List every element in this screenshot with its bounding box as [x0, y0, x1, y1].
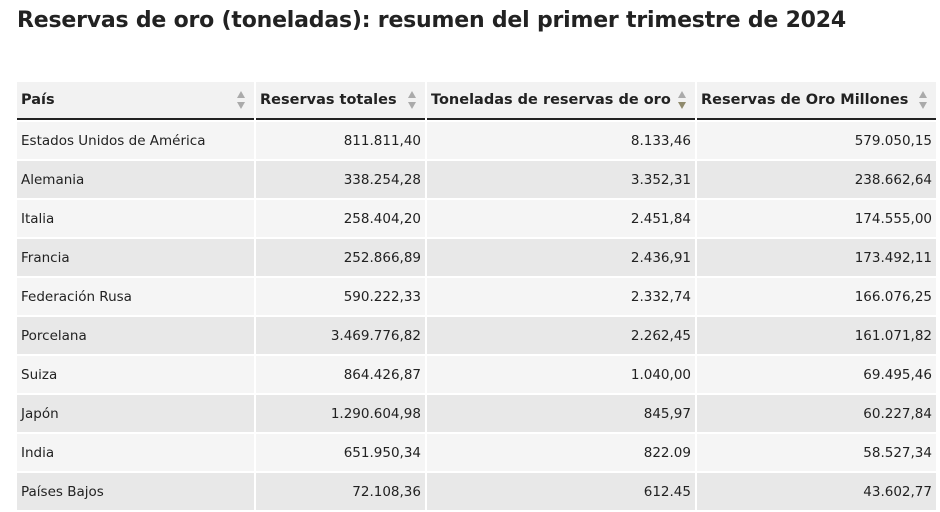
cell-reservas-millones: 174.555,00 [697, 200, 936, 237]
data-table: País Reservas totales Toneladas de reser… [15, 80, 938, 512]
cell-pais: Estados Unidos de América [17, 122, 254, 159]
cell-toneladas: 2.332,74 [427, 278, 695, 315]
cell-pais: Japón [17, 395, 254, 432]
cell-reservas-millones: 173.492,11 [697, 239, 936, 276]
column-header-reservas-totales[interactable]: Reservas totales [256, 82, 425, 120]
column-header-label: País [21, 92, 55, 108]
cell-pais: Alemania [17, 161, 254, 198]
column-header-reservas-millones[interactable]: Reservas de Oro Millones [697, 82, 936, 120]
cell-reservas-totales: 258.404,20 [256, 200, 425, 237]
cell-toneladas: 822.09 [427, 434, 695, 471]
cell-toneladas: 3.352,31 [427, 161, 695, 198]
table-header: País Reservas totales Toneladas de reser… [17, 82, 936, 120]
cell-reservas-millones: 166.076,25 [697, 278, 936, 315]
cell-pais: Francia [17, 239, 254, 276]
column-header-toneladas[interactable]: Toneladas de reservas de oro [427, 82, 695, 120]
cell-reservas-millones: 58.527,34 [697, 434, 936, 471]
cell-reservas-totales: 252.866,89 [256, 239, 425, 276]
page-title: Reservas de oro (toneladas): resumen del… [17, 8, 846, 33]
sort-icon[interactable] [677, 89, 687, 111]
column-header-label: Reservas de Oro Millones [701, 92, 909, 108]
sort-icon[interactable] [407, 89, 417, 111]
sort-icon[interactable] [236, 89, 246, 111]
cell-reservas-millones: 43.602,77 [697, 473, 936, 510]
cell-toneladas: 2.436,91 [427, 239, 695, 276]
cell-reservas-totales: 864.426,87 [256, 356, 425, 393]
cell-reservas-totales: 651.950,34 [256, 434, 425, 471]
table-row: Porcelana 3.469.776,82 2.262,45 161.071,… [17, 317, 936, 354]
cell-pais: Italia [17, 200, 254, 237]
cell-toneladas: 2.262,45 [427, 317, 695, 354]
sort-down-arrow [237, 102, 245, 109]
cell-pais: Porcelana [17, 317, 254, 354]
cell-toneladas: 612.45 [427, 473, 695, 510]
cell-reservas-totales: 590.222,33 [256, 278, 425, 315]
sort-up-arrow [408, 91, 416, 98]
sort-up-arrow [237, 91, 245, 98]
column-header-label: Toneladas de reservas de oro [431, 92, 671, 108]
cell-reservas-totales: 1.290.604,98 [256, 395, 425, 432]
table-row: India 651.950,34 822.09 58.527,34 [17, 434, 936, 471]
table-body: Estados Unidos de América 811.811,40 8.1… [17, 122, 936, 510]
column-header-pais[interactable]: País [17, 82, 254, 120]
cell-reservas-millones: 161.071,82 [697, 317, 936, 354]
sort-down-arrow [678, 102, 686, 109]
column-header-label: Reservas totales [260, 92, 397, 108]
table-row: Alemania 338.254,28 3.352,31 238.662,64 [17, 161, 936, 198]
cell-reservas-millones: 238.662,64 [697, 161, 936, 198]
table-row: Suiza 864.426,87 1.040,00 69.495,46 [17, 356, 936, 393]
table-row: Francia 252.866,89 2.436,91 173.492,11 [17, 239, 936, 276]
cell-pais: Países Bajos [17, 473, 254, 510]
sort-up-arrow [919, 91, 927, 98]
cell-pais: Federación Rusa [17, 278, 254, 315]
table-row: Federación Rusa 590.222,33 2.332,74 166.… [17, 278, 936, 315]
cell-reservas-millones: 60.227,84 [697, 395, 936, 432]
cell-toneladas: 1.040,00 [427, 356, 695, 393]
sort-up-arrow [678, 91, 686, 98]
sort-down-arrow [408, 102, 416, 109]
cell-reservas-millones: 69.495,46 [697, 356, 936, 393]
cell-reservas-totales: 72.108,36 [256, 473, 425, 510]
cell-reservas-totales: 811.811,40 [256, 122, 425, 159]
cell-pais: Suiza [17, 356, 254, 393]
cell-reservas-totales: 3.469.776,82 [256, 317, 425, 354]
cell-toneladas: 2.451,84 [427, 200, 695, 237]
cell-reservas-totales: 338.254,28 [256, 161, 425, 198]
cell-pais: India [17, 434, 254, 471]
sort-down-arrow [919, 102, 927, 109]
table-row: Italia 258.404,20 2.451,84 174.555,00 [17, 200, 936, 237]
table-row: Países Bajos 72.108,36 612.45 43.602,77 [17, 473, 936, 510]
header-row: País Reservas totales Toneladas de reser… [17, 82, 936, 120]
cell-reservas-millones: 579.050,15 [697, 122, 936, 159]
cell-toneladas: 845,97 [427, 395, 695, 432]
table-row: Japón 1.290.604,98 845,97 60.227,84 [17, 395, 936, 432]
cell-toneladas: 8.133,46 [427, 122, 695, 159]
table-row: Estados Unidos de América 811.811,40 8.1… [17, 122, 936, 159]
sort-icon[interactable] [918, 89, 928, 111]
